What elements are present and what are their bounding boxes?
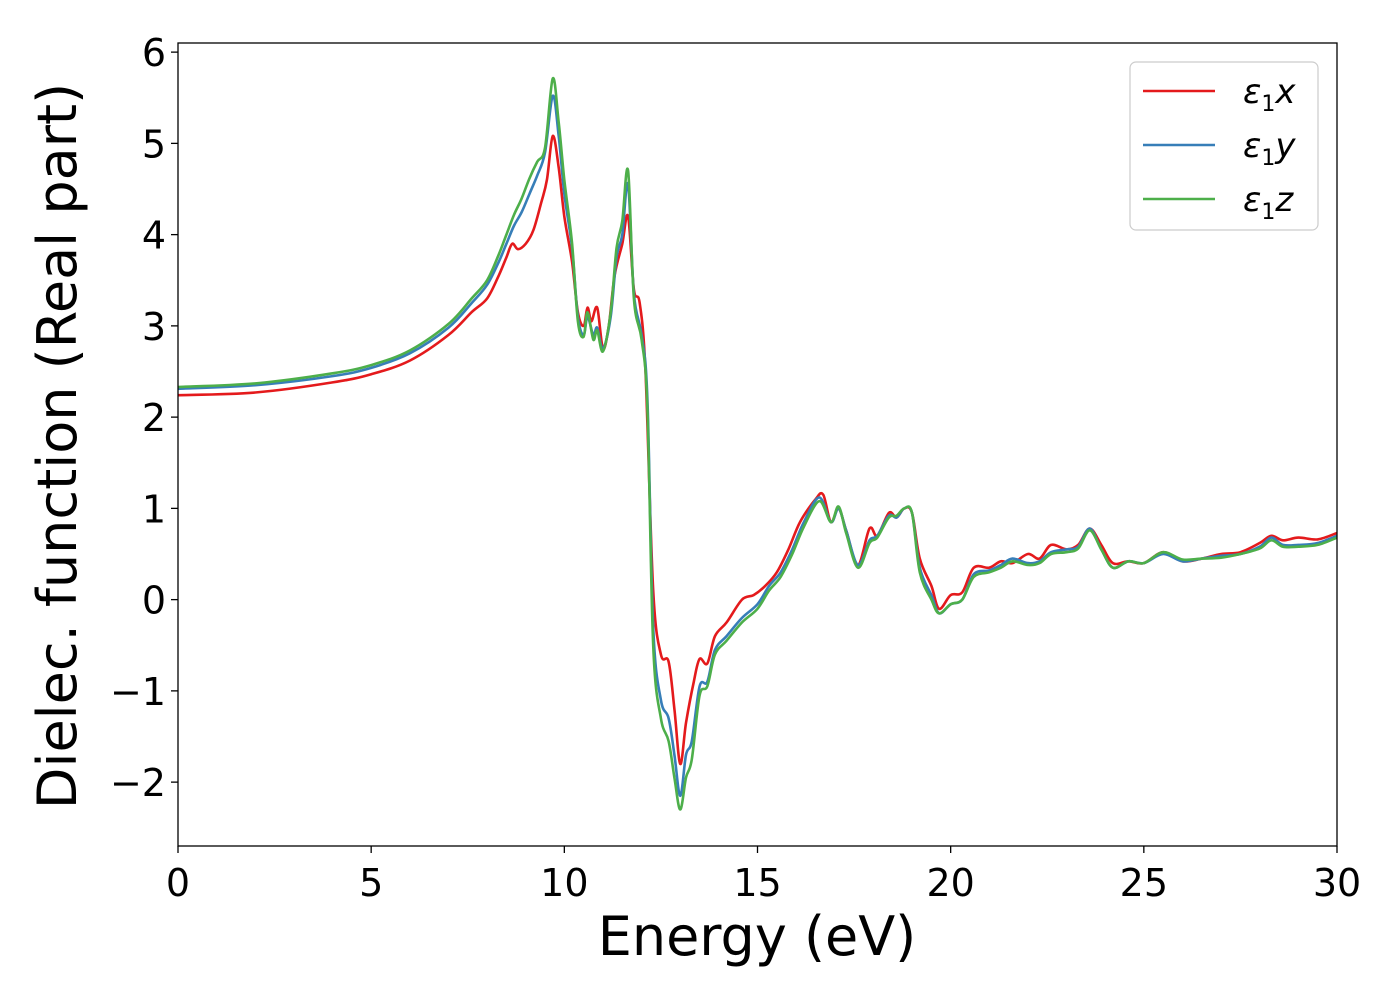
legend-symbol: ε — [1243, 126, 1261, 166]
y-tick-label: 1 — [142, 487, 166, 531]
legend-symbol: ε — [1243, 180, 1261, 220]
y-tick-label: −1 — [110, 670, 166, 714]
legend-label-eps1z: ε1z — [1243, 180, 1294, 225]
legend-symbol: ε — [1243, 72, 1261, 112]
legend-label-eps1y: ε1y — [1243, 126, 1296, 171]
y-tick-label: 0 — [142, 579, 166, 623]
legend-box — [1129, 61, 1319, 231]
legend-subscript: 1 — [1261, 200, 1275, 225]
x-tick-label: 20 — [926, 861, 974, 905]
x-tick-label: 5 — [359, 861, 383, 905]
y-tick-label: −2 — [110, 761, 166, 805]
legend-axis: x — [1274, 72, 1296, 112]
y-axis-title: Dielec. function (Real part) — [26, 83, 89, 809]
y-tick-label: 5 — [142, 122, 166, 166]
y-tick-label: 4 — [142, 214, 166, 258]
legend-subscript: 1 — [1261, 146, 1275, 171]
y-tick-label: 2 — [142, 396, 166, 440]
series-layer — [177, 77, 1338, 811]
x-tick-label: 10 — [540, 861, 588, 905]
x-tick-label: 30 — [1313, 861, 1361, 905]
legend-subscript: 1 — [1261, 92, 1275, 117]
x-axis-title: Energy (eV) — [598, 905, 917, 968]
x-tick-label: 0 — [166, 861, 190, 905]
ticks-layer: 0 5 10 15 20 25 30 −2 −1 0 1 2 3 4 5 6 — [110, 31, 1361, 905]
x-tick-label: 15 — [733, 861, 781, 905]
legend-label-eps1x: ε1x — [1243, 72, 1296, 117]
x-tick-label: 25 — [1120, 861, 1168, 905]
legend-axis: y — [1274, 126, 1296, 166]
series-line-eps1z — [177, 77, 1338, 811]
y-tick-label: 3 — [142, 305, 166, 349]
y-tick-label: 6 — [142, 31, 166, 75]
legend-axis: z — [1274, 180, 1294, 220]
series-line-eps1y — [177, 94, 1338, 798]
